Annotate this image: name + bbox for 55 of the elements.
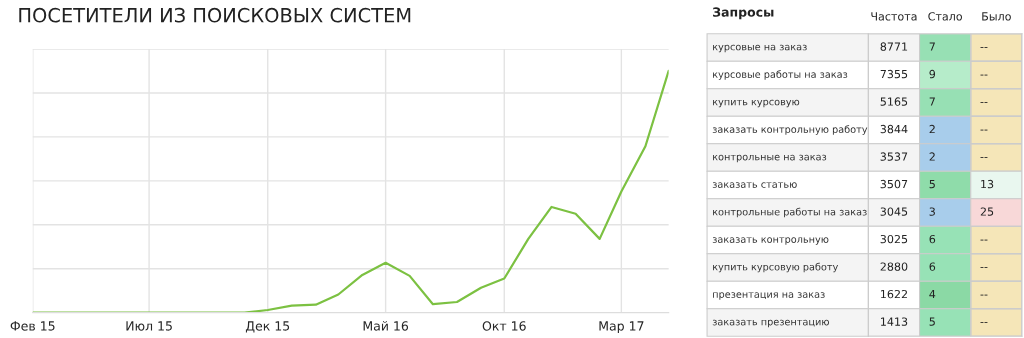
x-tick-label: Частота [871,12,917,21]
y-tick-label: заказать контрольную [712,237,829,245]
data-label: 25 [980,207,994,216]
data-label: 7 [929,42,935,51]
data-label: 3507 [880,179,908,189]
data-label: 5165 [880,97,908,106]
y-tick-label: заказать статью [712,182,797,188]
y-axis-title: Запросы [713,7,774,20]
x-tick-label: Окт 16 [482,321,526,331]
y-tick-label: презентация на заказ [713,292,825,300]
text: -- [980,157,988,159]
y-tick-label: заказать контрольную работу [712,125,868,135]
data-label: 7 [929,97,935,106]
y-tick-label: курсовые работы на заказ [713,70,848,80]
x-tick-label: Дек 15 [245,321,290,333]
y-tick-label: контрольные на заказ [713,154,827,163]
chart-title: ПОСЕТИТЕЛИ ИЗ ПОИСКОВЫХ СИСТЕМ [19,7,411,23]
data-label: 9 [929,69,936,79]
x-tick-label: Было [982,12,1011,21]
data-label: 6 [929,262,936,271]
text: -- [980,322,988,324]
data-label: 8771 [880,42,908,51]
text: -- [980,74,988,76]
text: -- [980,129,988,131]
data-label: 2 [929,124,935,134]
data-label: 3844 [880,124,908,134]
data-label: 3045 [880,207,908,216]
data-label: 3025 [880,234,908,244]
text: -- [980,102,988,104]
data-label: 5 [929,180,935,189]
data-label: 1413 [881,317,908,326]
data-label: 7355 [880,69,908,79]
y-tick-label: купить курсовую [713,99,800,108]
x-tick-label: Фев 15 [10,321,55,331]
text: -- [980,267,988,269]
y-tick-label: заказать презентацию [712,319,829,328]
data-label: 1622 [881,289,907,299]
y-tick-label: купить курсовую работу [713,262,839,273]
data-label: 2880 [880,262,908,271]
data-label: 3537 [880,152,908,161]
data-label: 4 [929,290,936,299]
y-tick-label: контрольные работы на заказ [713,207,867,218]
data-label: 5 [929,317,935,326]
x-tick-label: Мар 17 [599,321,644,334]
data-label: 13 [981,179,994,189]
x-tick-label: Июл 15 [126,321,172,331]
x-tick-label: Стало [928,12,963,21]
x-tick-label: Май 16 [363,321,409,331]
text: -- [980,47,988,49]
y-tick-label: курсовые на заказ [713,44,807,53]
text: -- [980,294,988,296]
text: -- [980,239,988,241]
data-label: 3 [929,207,935,216]
data-label: 2 [929,152,935,161]
data-label: 6 [929,234,936,244]
